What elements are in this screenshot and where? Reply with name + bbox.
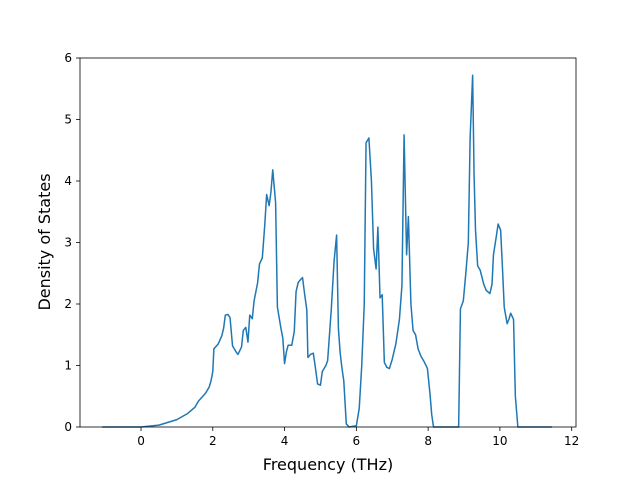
y-tick-label: 2	[64, 297, 72, 311]
y-tick-label: 5	[64, 113, 72, 127]
y-tick-label: 6	[64, 51, 72, 65]
x-tick-label: 4	[281, 434, 289, 448]
y-tick-label: 4	[64, 174, 72, 188]
y-tick-label: 3	[64, 236, 72, 250]
x-tick-label: 8	[424, 434, 432, 448]
x-tick-label: 6	[353, 434, 361, 448]
x-tick-label: 2	[209, 434, 217, 448]
y-tick-label: 1	[64, 359, 72, 373]
x-tick-label: 12	[564, 434, 579, 448]
x-tick-label: 10	[492, 434, 507, 448]
x-tick-label: 0	[137, 434, 145, 448]
line	[102, 74, 552, 428]
plot-frame	[79, 57, 577, 428]
y-tick-label: 0	[64, 420, 72, 434]
x-axis-label: Frequency (THz)	[263, 455, 393, 474]
y-axis-label: Density of States	[35, 173, 54, 310]
